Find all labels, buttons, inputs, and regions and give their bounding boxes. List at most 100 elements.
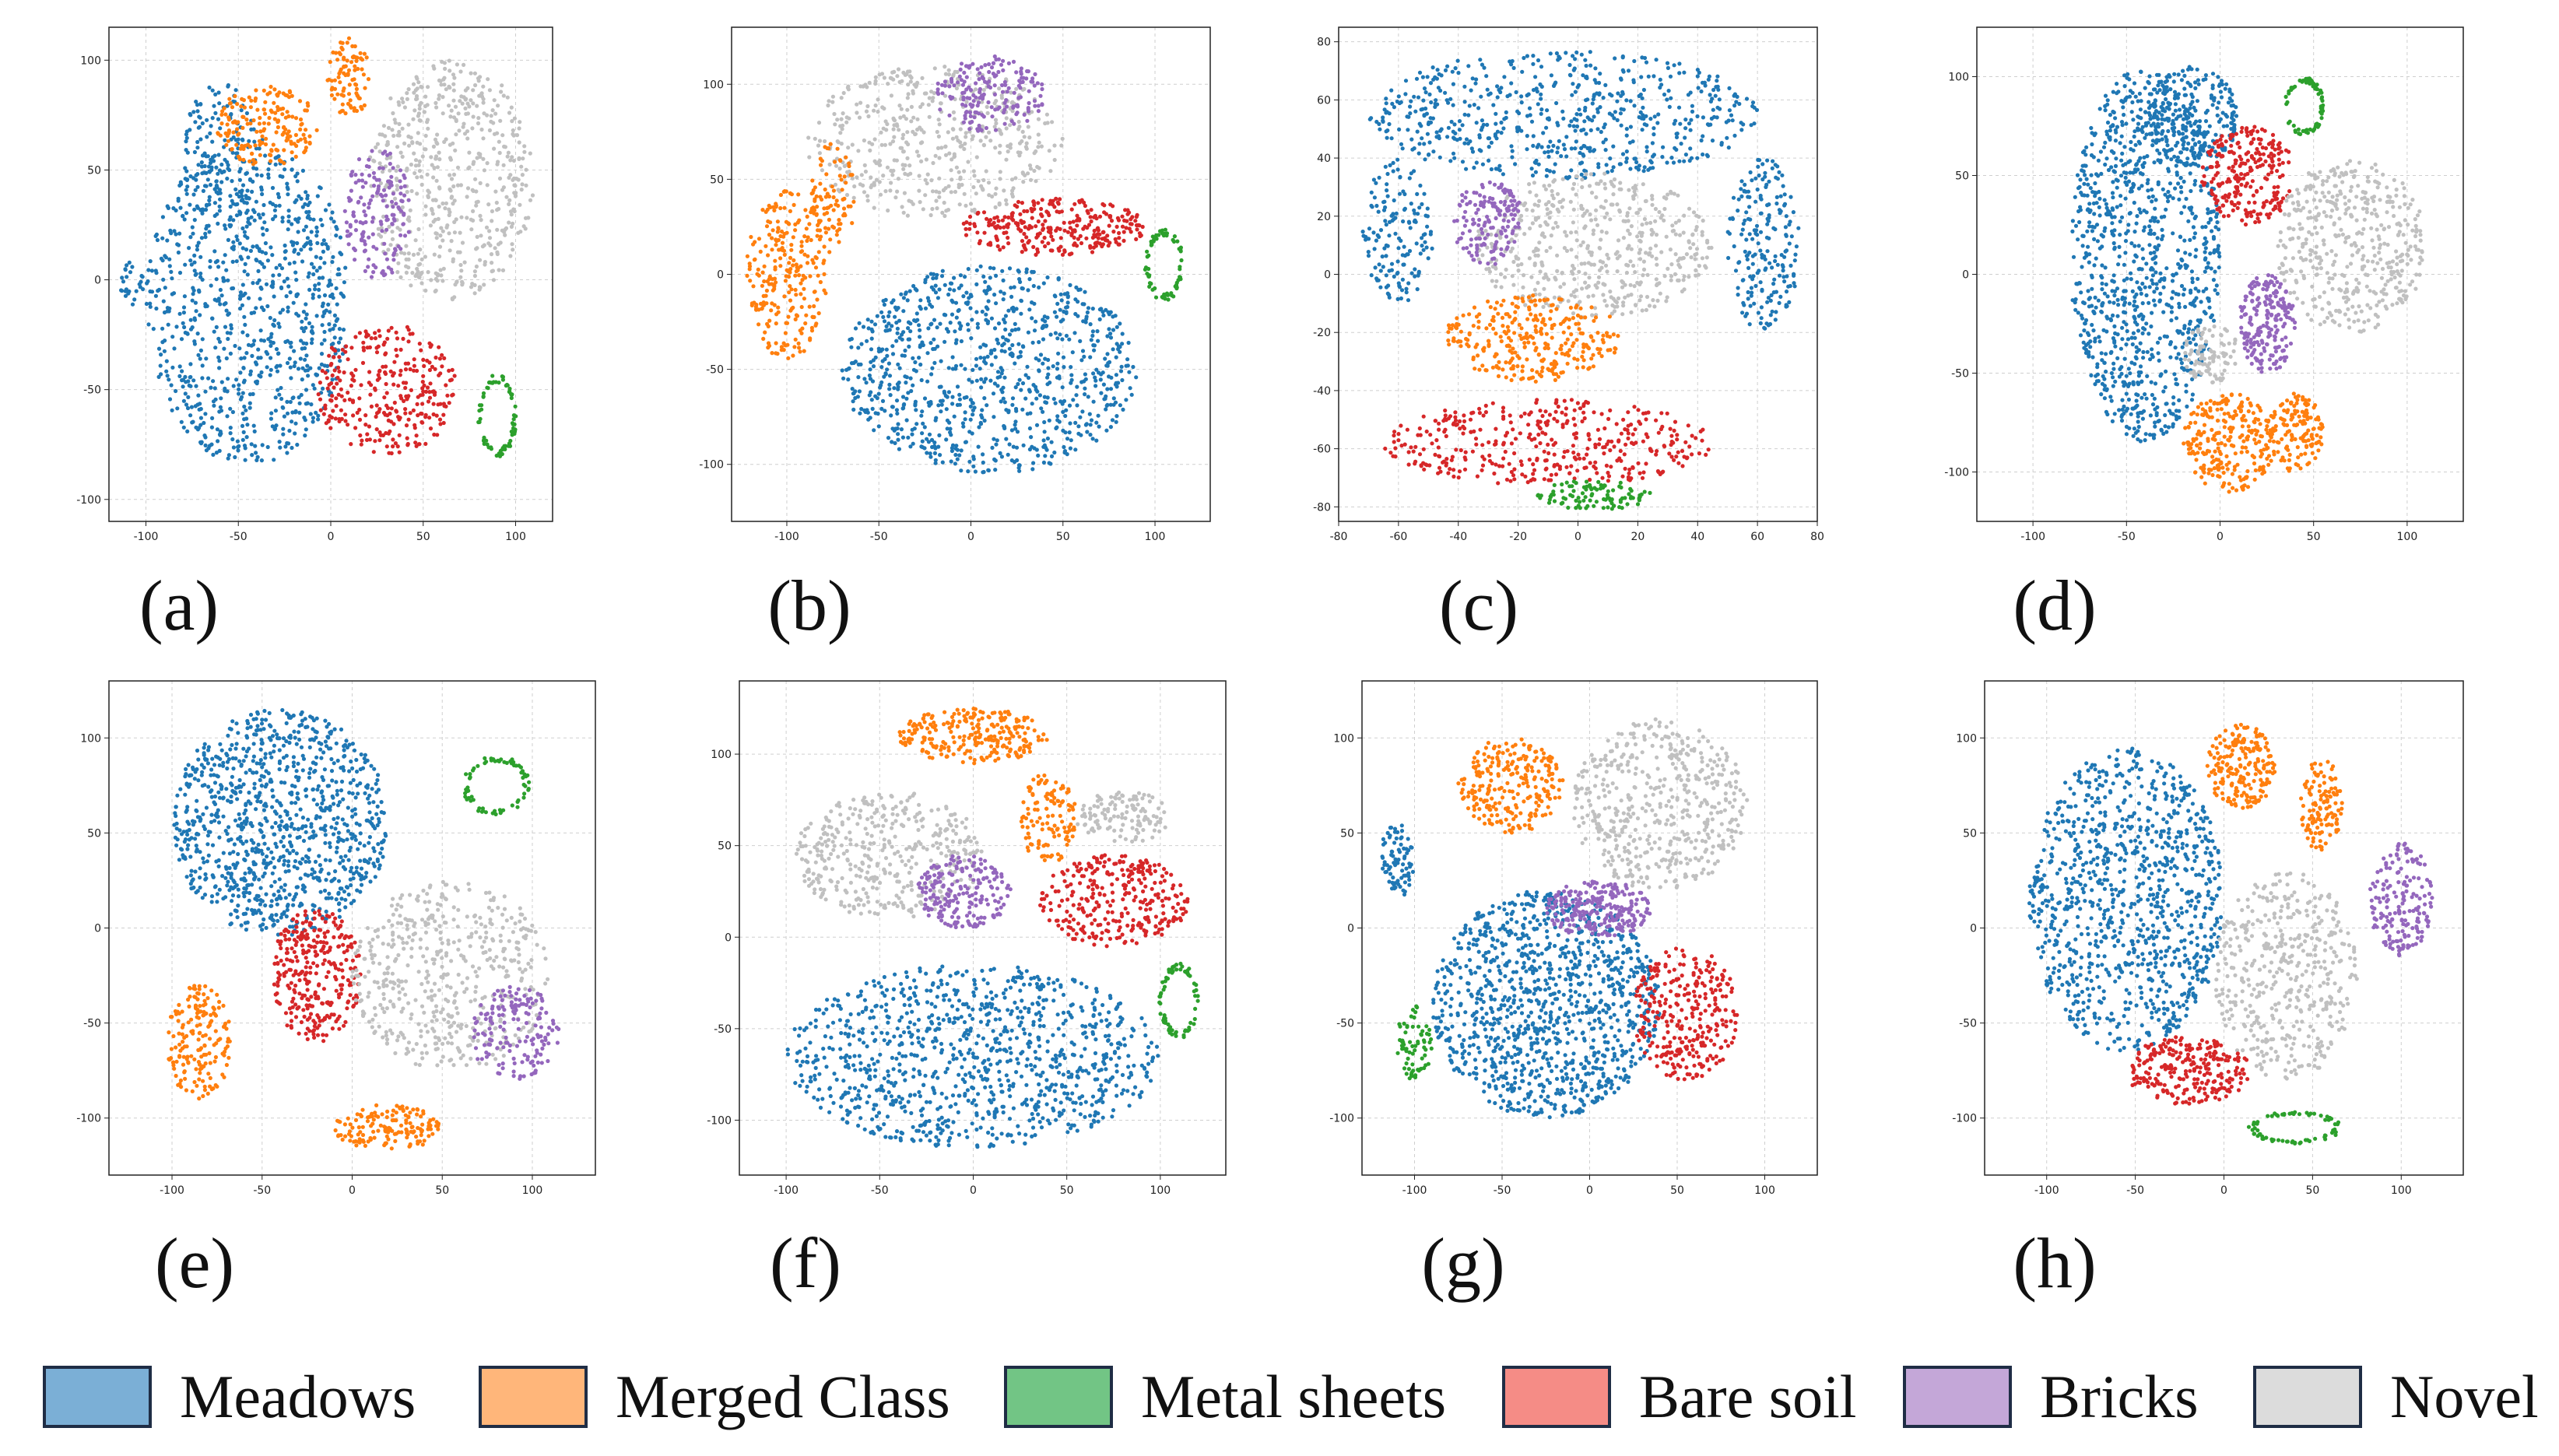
data-point [430, 198, 436, 202]
data-point [218, 433, 223, 437]
data-point [1695, 68, 1700, 72]
data-point [1055, 301, 1060, 306]
data-point [178, 205, 183, 210]
data-point [888, 142, 893, 146]
data-point [148, 304, 153, 309]
data-point [947, 151, 952, 156]
data-point [230, 437, 235, 442]
data-point [809, 237, 813, 243]
data-point [1539, 92, 1543, 96]
data-point [943, 93, 948, 98]
data-point [225, 134, 230, 139]
data-point [301, 228, 307, 233]
data-point [954, 165, 959, 170]
data-point [276, 119, 280, 124]
data-point [471, 88, 476, 93]
data-point [1027, 135, 1032, 140]
data-point [482, 168, 487, 173]
data-point [514, 177, 519, 181]
data-point [304, 353, 309, 358]
data-point [299, 339, 304, 343]
data-point [228, 406, 233, 411]
data-point [233, 88, 238, 93]
data-point [437, 150, 441, 155]
data-point [447, 103, 451, 108]
data-point [935, 146, 941, 150]
data-point [872, 322, 878, 327]
data-point [472, 273, 478, 279]
data-point [1093, 213, 1097, 218]
data-point [958, 177, 963, 181]
data-point [352, 106, 356, 111]
data-point [198, 137, 203, 142]
data-point [496, 103, 500, 108]
data-point [465, 136, 470, 141]
data-point [226, 129, 231, 134]
data-point [822, 258, 827, 263]
x-tick-label: 50 [416, 531, 430, 543]
data-point [921, 207, 925, 212]
data-point [475, 156, 479, 160]
data-point [367, 437, 372, 442]
data-point [311, 265, 316, 270]
data-point [190, 298, 195, 303]
data-point [402, 173, 406, 177]
data-point [1018, 279, 1023, 284]
data-point [947, 113, 952, 118]
data-point [891, 298, 896, 303]
data-point [240, 282, 245, 287]
data-point [880, 105, 885, 110]
data-point [883, 142, 887, 147]
data-point [770, 247, 774, 252]
data-point [756, 237, 762, 241]
data-point [981, 188, 985, 192]
data-point [327, 322, 332, 327]
data-point [230, 198, 234, 203]
data-point [398, 179, 402, 184]
data-point [837, 167, 842, 171]
data-point [984, 169, 988, 174]
data-point [906, 391, 911, 395]
data-point [303, 108, 307, 113]
data-point [933, 290, 939, 295]
data-point [917, 188, 921, 193]
data-point [259, 370, 264, 375]
data-point [1107, 312, 1111, 317]
data-point [230, 146, 234, 152]
y-tick-label: 0 [717, 269, 724, 282]
data-point [239, 257, 244, 261]
data-point [394, 330, 398, 335]
data-point [305, 193, 310, 198]
data-point [878, 192, 883, 197]
data-point [254, 379, 260, 384]
data-point [384, 381, 388, 387]
data-point [1014, 445, 1020, 450]
data-point [859, 173, 864, 177]
data-point [971, 184, 976, 190]
data-point [1016, 342, 1021, 346]
data-point [1083, 372, 1087, 377]
data-point [936, 403, 941, 408]
data-point [299, 247, 304, 252]
data-point [500, 374, 504, 379]
data-point [802, 349, 806, 353]
data-point [369, 275, 374, 279]
data-point [286, 214, 291, 219]
data-point [478, 416, 483, 421]
data-point [1044, 445, 1048, 451]
data-point [258, 115, 262, 121]
data-point [422, 110, 426, 114]
data-point [387, 224, 391, 229]
data-point [444, 87, 448, 92]
data-point [495, 250, 500, 254]
data-point [794, 293, 799, 297]
data-point [283, 243, 287, 248]
data-point [469, 285, 474, 289]
data-point [196, 353, 201, 357]
data-point [389, 199, 395, 204]
data-point [262, 107, 267, 112]
data-point [217, 339, 223, 344]
data-point [335, 226, 339, 231]
data-point [367, 205, 371, 210]
data-point [820, 168, 824, 173]
